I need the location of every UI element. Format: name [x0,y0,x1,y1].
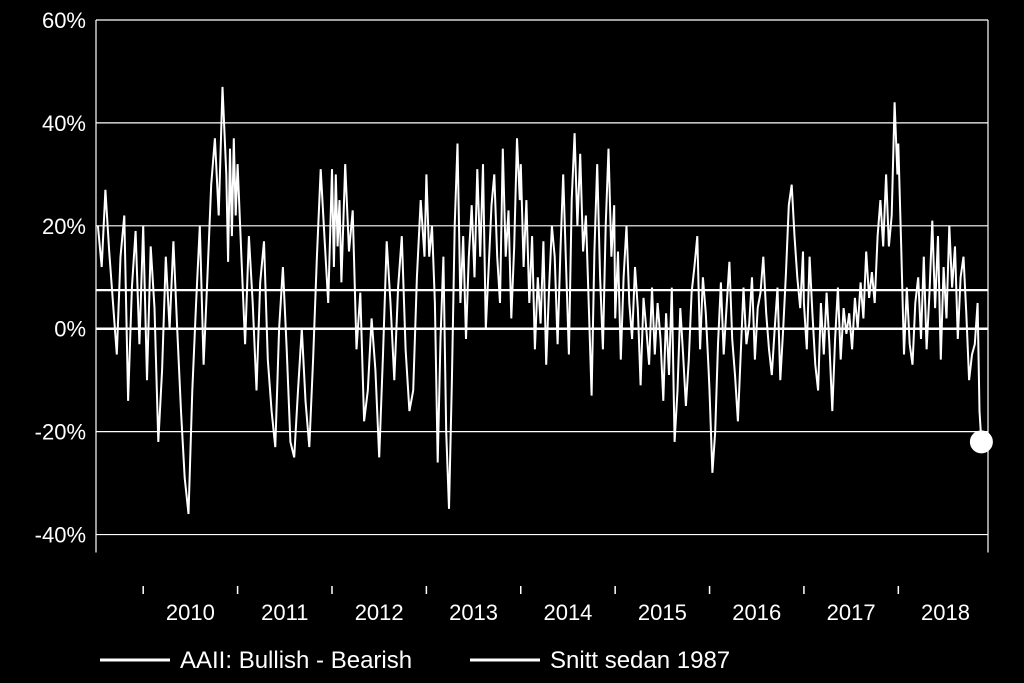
y-axis-label: -40% [35,523,86,548]
x-axis-label: 2010 [166,600,215,625]
end-marker [970,431,992,453]
y-axis-label: 0% [54,317,86,342]
x-axis-label: 2015 [638,600,687,625]
x-axis-label: 2018 [921,600,970,625]
y-axis-label: 60% [42,8,86,33]
chart-svg: -40% -20% 0% 20% 40% 60% 2010 2011 2012 2013 2014 2… [0,0,1024,683]
y-axis-label: -20% [35,420,86,445]
x-axis-label: 2011 [261,600,308,625]
x-axis-label: 2012 [355,600,404,625]
y-axis-label: 20% [42,214,86,239]
y-axis-label: 40% [42,111,86,136]
x-axis-label: 2014 [543,600,592,625]
legend-label: AAII: Bullish - Bearish [180,647,412,674]
sentiment-chart: -40% -20% 0% 20% 40% 60% 2010 2011 2012 2013 2014 2… [0,0,1024,683]
x-axis-label: 2017 [827,600,876,625]
legend-label: Snitt sedan 1987 [550,647,730,674]
x-axis-label: 2013 [449,600,498,625]
x-axis-label: 2016 [732,600,781,625]
